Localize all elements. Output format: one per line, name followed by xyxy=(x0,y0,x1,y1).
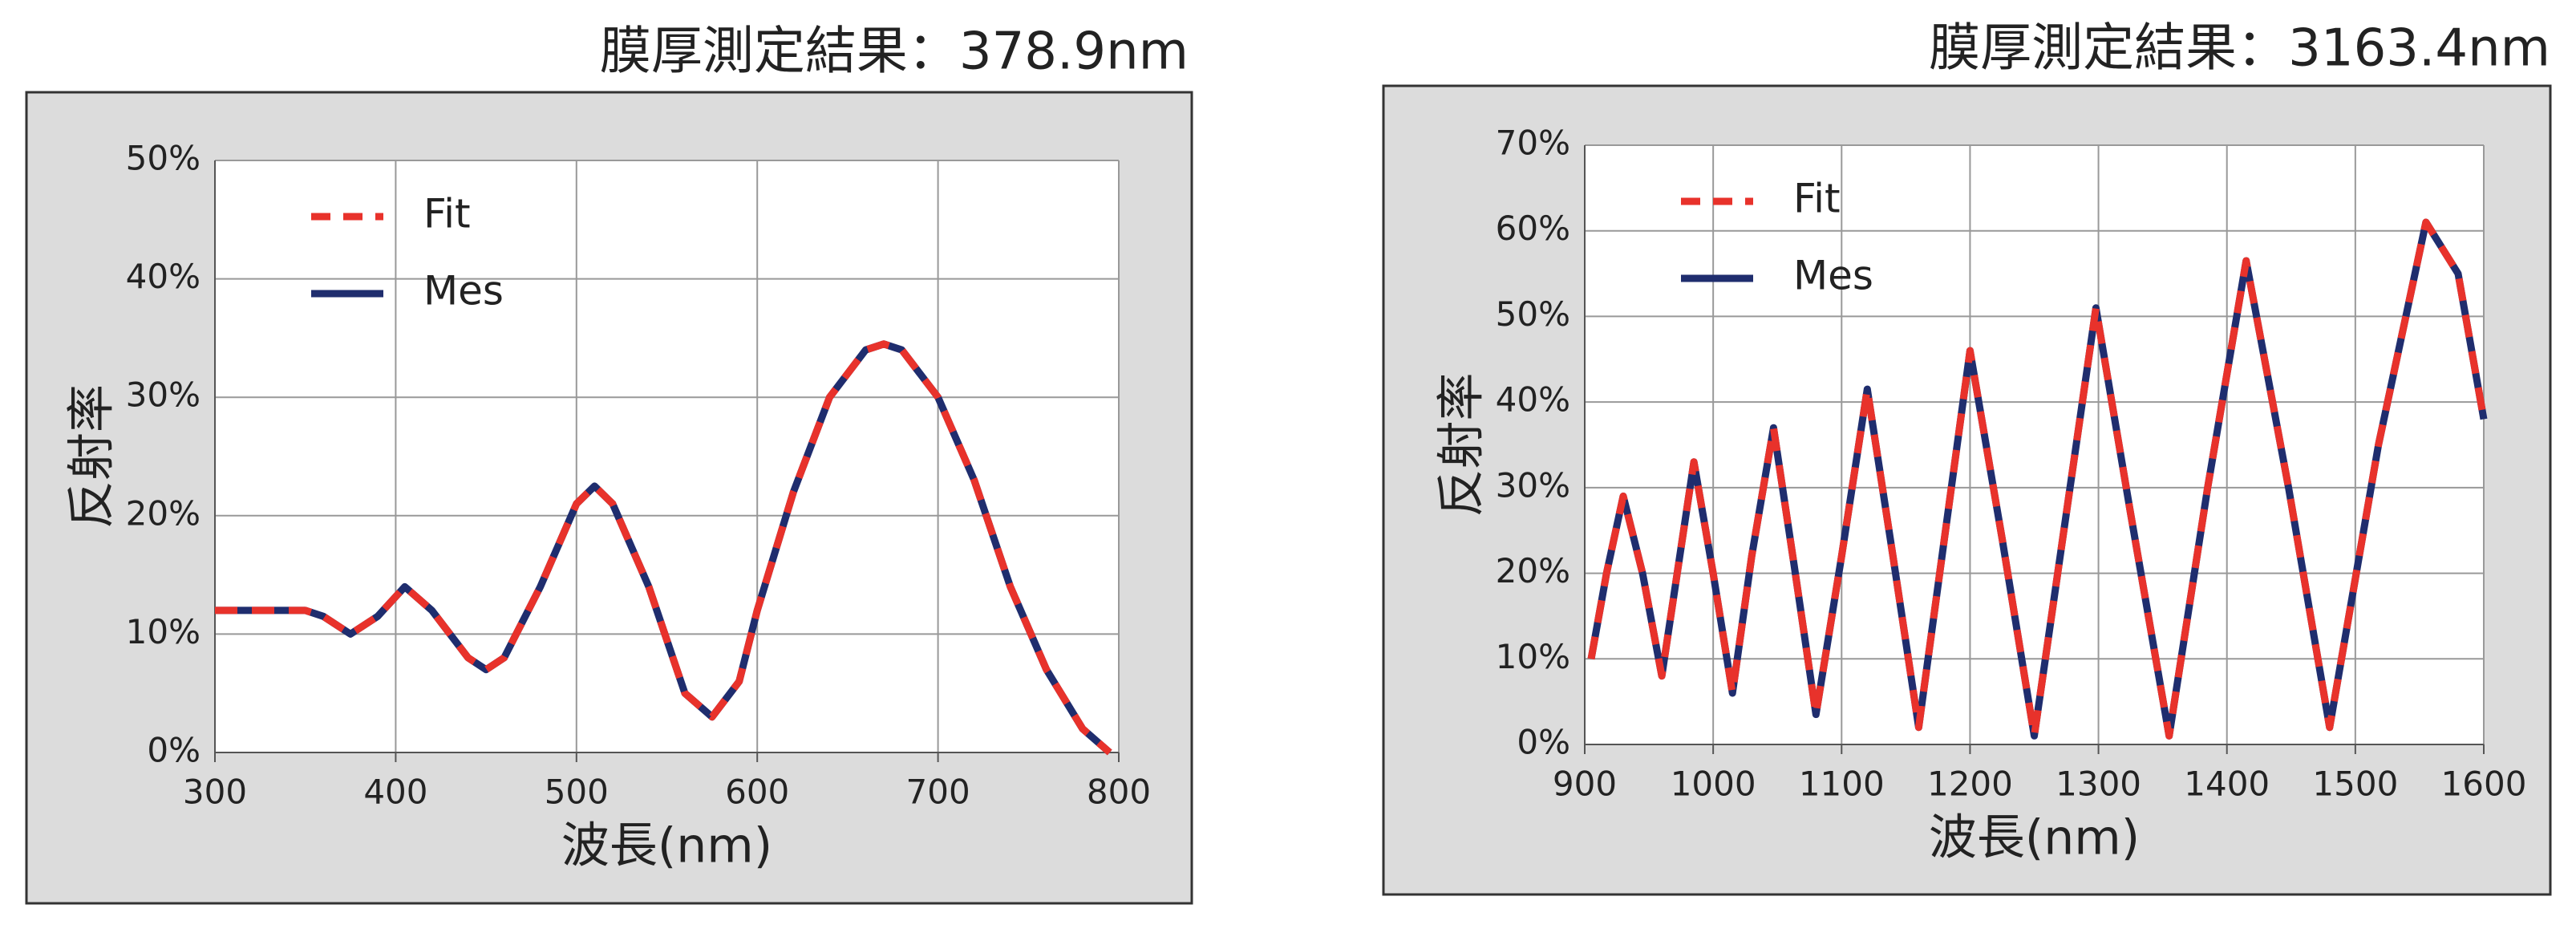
x-tick-label: 700 xyxy=(906,773,970,812)
y-tick-label: 10% xyxy=(126,612,200,651)
y-tick-label: 10% xyxy=(1496,637,1570,676)
x-axis-label: 波長(nm) xyxy=(1929,810,2140,866)
x-tick-label: 800 xyxy=(1087,773,1151,812)
legend-label: Fit xyxy=(1793,176,1841,222)
y-tick-label: 70% xyxy=(1496,124,1570,163)
x-tick-label: 400 xyxy=(363,773,427,812)
chart-title: 膜厚測定結果：378.9nm xyxy=(600,22,1189,82)
y-tick-label: 30% xyxy=(1496,465,1570,505)
x-tick-label: 1100 xyxy=(1799,765,1885,804)
x-tick-label: 1000 xyxy=(1671,765,1756,804)
x-tick-label: 1600 xyxy=(2441,765,2527,804)
plot-area xyxy=(215,160,1119,752)
x-tick-label: 500 xyxy=(545,773,609,812)
y-axis-label: 反射率 xyxy=(64,384,120,529)
x-tick-label: 1200 xyxy=(1927,765,2013,804)
y-tick-label: 40% xyxy=(126,257,200,296)
x-tick-label: 1400 xyxy=(2184,765,2270,804)
plot-area xyxy=(1585,145,2484,744)
y-tick-label: 30% xyxy=(126,375,200,415)
x-tick-label: 900 xyxy=(1553,765,1617,804)
legend-label: Mes xyxy=(1793,253,1873,299)
x-tick-label: 300 xyxy=(183,773,247,812)
y-tick-label: 0% xyxy=(147,731,200,770)
y-tick-label: 20% xyxy=(126,493,200,533)
series-line xyxy=(215,340,1112,756)
y-tick-label: 40% xyxy=(1496,380,1570,420)
legend-label: Mes xyxy=(423,268,504,314)
y-tick-label: 50% xyxy=(1496,294,1570,334)
x-tick-label: 1500 xyxy=(2312,765,2398,804)
y-axis-label: 反射率 xyxy=(1434,373,1490,517)
series-line xyxy=(1587,218,2488,740)
chart-title: 膜厚測定結果：3163.4nm xyxy=(1929,19,2550,79)
y-tick-label: 60% xyxy=(1496,209,1570,248)
x-tick-label: 1300 xyxy=(2056,765,2141,804)
y-tick-label: 0% xyxy=(1517,723,1570,762)
y-tick-label: 50% xyxy=(126,139,200,178)
x-tick-label: 600 xyxy=(725,773,789,812)
legend-label: Fit xyxy=(423,191,471,237)
x-axis-label: 波長(nm) xyxy=(561,818,772,874)
y-tick-label: 20% xyxy=(1496,551,1570,590)
